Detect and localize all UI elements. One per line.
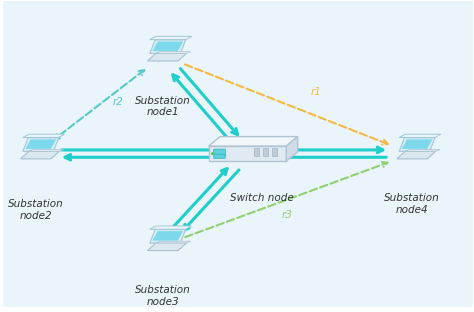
Polygon shape: [150, 226, 191, 229]
Polygon shape: [399, 138, 435, 151]
FancyArrowPatch shape: [171, 169, 227, 229]
Text: r1: r1: [310, 87, 321, 97]
FancyArrowPatch shape: [277, 154, 386, 160]
Text: r2: r2: [113, 97, 124, 107]
Text: r3: r3: [282, 210, 293, 220]
FancyArrowPatch shape: [183, 170, 239, 230]
Polygon shape: [162, 53, 168, 57]
FancyArrowPatch shape: [273, 147, 383, 153]
Bar: [254, 148, 259, 156]
Polygon shape: [23, 134, 64, 138]
FancyArrowPatch shape: [181, 69, 237, 134]
Text: Switch node: Switch node: [230, 193, 293, 203]
Circle shape: [211, 152, 215, 155]
FancyArrowPatch shape: [173, 75, 230, 141]
Text: Substation
node2: Substation node2: [8, 199, 64, 221]
FancyBboxPatch shape: [213, 149, 226, 154]
FancyArrowPatch shape: [62, 147, 218, 153]
Text: Substation
node3: Substation node3: [135, 285, 191, 307]
FancyBboxPatch shape: [213, 153, 226, 158]
Text: Substation
node4: Substation node4: [384, 193, 440, 215]
Polygon shape: [26, 139, 56, 149]
Polygon shape: [397, 151, 436, 159]
Polygon shape: [405, 149, 440, 151]
Polygon shape: [153, 41, 183, 51]
Polygon shape: [156, 241, 191, 243]
Polygon shape: [20, 151, 60, 159]
FancyArrowPatch shape: [185, 162, 387, 237]
Text: Substation
node1: Substation node1: [135, 95, 191, 117]
Polygon shape: [209, 146, 286, 161]
Bar: [272, 148, 277, 156]
Polygon shape: [162, 243, 168, 247]
FancyArrowPatch shape: [55, 70, 144, 139]
Polygon shape: [411, 151, 418, 155]
Polygon shape: [150, 229, 186, 243]
Polygon shape: [153, 231, 183, 241]
Polygon shape: [35, 151, 41, 155]
Polygon shape: [29, 149, 64, 151]
Polygon shape: [150, 40, 186, 53]
Polygon shape: [147, 243, 186, 251]
Polygon shape: [156, 51, 191, 53]
Polygon shape: [402, 139, 432, 149]
Polygon shape: [399, 134, 441, 138]
Polygon shape: [23, 138, 59, 151]
Polygon shape: [147, 53, 186, 61]
Polygon shape: [209, 137, 298, 146]
FancyArrowPatch shape: [185, 65, 388, 144]
FancyArrowPatch shape: [65, 154, 222, 160]
Polygon shape: [150, 37, 191, 40]
Bar: [263, 148, 268, 156]
Polygon shape: [286, 137, 298, 161]
